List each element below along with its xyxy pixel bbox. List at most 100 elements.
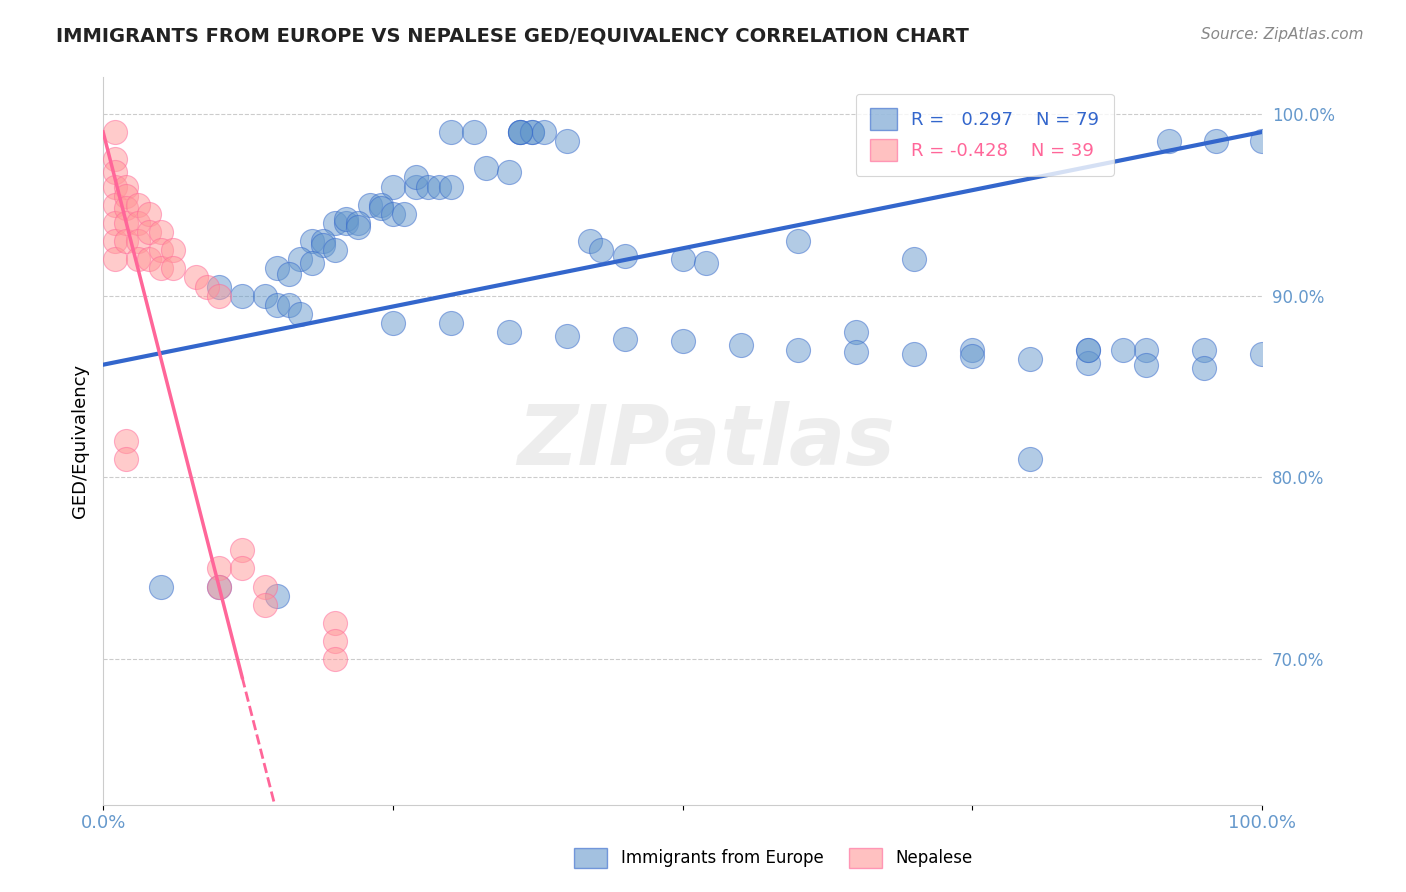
Point: [405, 170, 427, 185]
Point: [962, 349, 984, 363]
Point: [416, 179, 439, 194]
Point: [301, 234, 323, 248]
Point: [440, 316, 463, 330]
Point: [1205, 134, 1227, 148]
Point: [440, 125, 463, 139]
Point: [323, 243, 346, 257]
Point: [138, 225, 160, 239]
Point: [1159, 134, 1181, 148]
Point: [1135, 358, 1157, 372]
Point: [127, 197, 149, 211]
Point: [208, 580, 231, 594]
Point: [323, 216, 346, 230]
Point: [197, 279, 219, 293]
Point: [555, 328, 578, 343]
Point: [162, 243, 184, 257]
Point: [671, 252, 693, 267]
Point: [845, 325, 868, 339]
Point: [231, 288, 253, 302]
Legend: Immigrants from Europe, Nepalese: Immigrants from Europe, Nepalese: [568, 841, 979, 875]
Point: [1019, 452, 1042, 467]
Point: [671, 334, 693, 348]
Point: [555, 134, 578, 148]
Point: [463, 125, 485, 139]
Point: [127, 234, 149, 248]
Point: [520, 125, 543, 139]
Point: [370, 202, 392, 216]
Point: [104, 234, 127, 248]
Point: [138, 207, 160, 221]
Point: [405, 179, 427, 194]
Point: [1112, 343, 1135, 358]
Point: [208, 279, 231, 293]
Point: [127, 216, 149, 230]
Point: [498, 325, 520, 339]
Text: IMMIGRANTS FROM EUROPE VS NEPALESE GED/EQUIVALENCY CORRELATION CHART: IMMIGRANTS FROM EUROPE VS NEPALESE GED/E…: [56, 27, 969, 45]
Point: [323, 634, 346, 648]
Point: [277, 267, 299, 281]
Point: [150, 580, 173, 594]
Point: [613, 249, 636, 263]
Point: [127, 252, 149, 267]
Point: [533, 125, 555, 139]
Point: [787, 234, 810, 248]
Text: ZIPatlas: ZIPatlas: [517, 401, 894, 482]
Point: [150, 225, 173, 239]
Point: [288, 252, 311, 267]
Point: [591, 243, 613, 257]
Point: [440, 179, 463, 194]
Point: [845, 345, 868, 359]
Point: [115, 202, 138, 216]
Point: [208, 561, 231, 575]
Point: [104, 165, 127, 179]
Point: [323, 615, 346, 630]
Point: [104, 179, 127, 194]
Point: [184, 270, 207, 285]
Point: [613, 332, 636, 346]
Point: [301, 256, 323, 270]
Point: [394, 207, 416, 221]
Point: [231, 561, 253, 575]
Point: [962, 343, 984, 358]
Point: [254, 580, 277, 594]
Point: [104, 197, 127, 211]
Point: [115, 452, 138, 467]
Y-axis label: GED/Equivalency: GED/Equivalency: [72, 364, 89, 518]
Point: [335, 212, 357, 227]
Point: [231, 543, 253, 558]
Point: [370, 197, 392, 211]
Point: [381, 316, 404, 330]
Point: [335, 216, 357, 230]
Point: [115, 234, 138, 248]
Point: [208, 288, 231, 302]
Point: [381, 207, 404, 221]
Point: [903, 252, 925, 267]
Point: [104, 153, 127, 167]
Point: [104, 216, 127, 230]
Point: [150, 261, 173, 276]
Point: [266, 589, 288, 603]
Point: [150, 243, 173, 257]
Point: [254, 288, 277, 302]
Point: [903, 347, 925, 361]
Point: [787, 343, 810, 358]
Point: [427, 179, 450, 194]
Point: [381, 179, 404, 194]
Point: [312, 234, 335, 248]
Point: [138, 252, 160, 267]
Point: [474, 161, 496, 176]
Point: [1192, 361, 1215, 376]
Point: [730, 337, 752, 351]
Point: [208, 580, 231, 594]
Point: [509, 125, 531, 139]
Point: [1077, 356, 1099, 370]
Point: [359, 197, 381, 211]
Point: [347, 219, 370, 234]
Point: [1192, 343, 1215, 358]
Point: [266, 298, 288, 312]
Text: Source: ZipAtlas.com: Source: ZipAtlas.com: [1201, 27, 1364, 42]
Point: [115, 216, 138, 230]
Point: [162, 261, 184, 276]
Point: [104, 252, 127, 267]
Point: [115, 179, 138, 194]
